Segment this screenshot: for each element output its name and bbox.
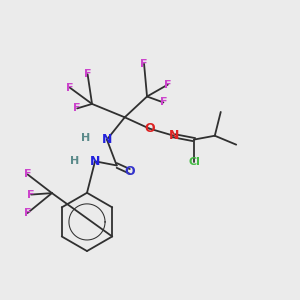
Text: O: O [124, 165, 135, 178]
Text: F: F [24, 208, 31, 218]
Text: F: F [164, 80, 172, 90]
Text: N: N [102, 133, 112, 146]
Text: F: F [74, 103, 81, 113]
Text: F: F [24, 169, 31, 179]
Text: Cl: Cl [188, 158, 200, 167]
Text: O: O [144, 122, 155, 135]
Text: F: F [140, 59, 148, 69]
Text: H: H [70, 156, 79, 166]
Text: F: F [160, 98, 167, 107]
Text: N: N [169, 129, 179, 142]
Text: F: F [66, 82, 74, 93]
Text: F: F [84, 69, 91, 79]
Text: N: N [90, 155, 100, 168]
Text: F: F [27, 190, 35, 200]
Text: H: H [81, 133, 90, 143]
